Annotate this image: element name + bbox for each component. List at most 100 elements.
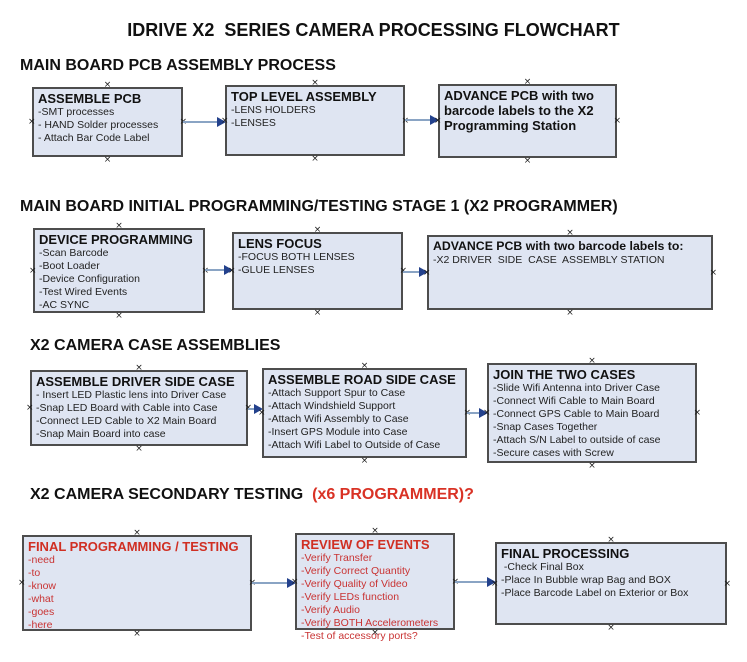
connector-anchor-icon: × [103, 80, 112, 90]
connector-anchor-icon: × [607, 623, 615, 633]
box-items: -need -to -know -what -goes -here [28, 554, 246, 632]
flow-box-advance-pcb-programming-station[interactable]: ADVANCE PCB with two barcode labels to t… [434, 78, 621, 166]
box-line: -need [28, 554, 55, 566]
flow-box-assemble-pcb[interactable]: ASSEMBLE PCB -SMT processes - HAND Solder… [28, 81, 187, 165]
box-line: -here [28, 619, 53, 631]
section-heading-text: MAIN BOARD INITIAL PROGRAMMING/TESTING S… [20, 198, 618, 215]
connector-anchor-icon: × [26, 403, 34, 413]
section-heading-initial-programming: MAIN BOARD INITIAL PROGRAMMING/TESTING S… [20, 198, 618, 216]
box-line: -Verify Quality of Video [301, 578, 408, 590]
connector-anchor-icon: × [693, 408, 701, 418]
box-title: DEVICE PROGRAMMING [39, 232, 193, 247]
box-title: TOP LEVEL ASSEMBLY [231, 89, 377, 104]
box-items: - Insert LED Plastic lens into Driver Ca… [36, 389, 242, 441]
box-title: FINAL PROCESSING [501, 546, 630, 561]
box-line: -what [28, 593, 54, 605]
box-line: -Attach Wifi Assembly to Case [268, 413, 409, 425]
connector-anchor-icon: × [709, 267, 717, 278]
box-line: -AC SYNC [39, 299, 90, 311]
box-line: -Attach Windshield Support [268, 400, 396, 412]
connector-anchor-icon: × [371, 526, 379, 536]
section-heading-pcb-assembly: MAIN BOARD PCB ASSEMBLY PROCESS [20, 57, 336, 75]
flow-box-assemble-road-side-case[interactable]: ASSEMBLE ROAD SIDE CASE -Attach Support … [258, 362, 471, 466]
section-heading-text: X2 CAMERA SECONDARY TESTING [30, 486, 304, 503]
connector-anchor-icon: × [28, 117, 36, 127]
box-items: -Verify Transfer -Verify Correct Quantity… [301, 552, 449, 643]
flow-box-final-processing[interactable]: FINAL PROCESSING -Check Final Box -Place … [491, 536, 731, 633]
flow-box-assemble-driver-side-case[interactable]: ASSEMBLE DRIVER SIDE CASE - Insert LED P… [26, 364, 252, 454]
box-line: -Attach Wifi Label to Outside of Case [268, 439, 441, 451]
box-line: -Secure cases with Screw [493, 447, 614, 459]
box-line: -Insert GPS Module into Case [268, 426, 408, 438]
box-line: -SMT processes [38, 106, 115, 118]
box-items: -FOCUS BOTH LENSES -GLUE LENSES [238, 251, 397, 277]
connector-anchor-icon: × [103, 155, 112, 165]
box-line: -GLUE LENSES [238, 264, 315, 276]
box-line: -X2 DRIVER SIDE CASE ASSEMBLY STATION [433, 254, 665, 266]
box-line: -Connect LED Cable to X2 Main Board [36, 415, 217, 427]
box-line: -LENSES [231, 117, 276, 129]
box-line: -Snap Cases Together [493, 421, 598, 433]
connector-anchor-icon: × [566, 308, 574, 318]
flow-box-review-of-events[interactable]: REVIEW OF EVENTS -Verify Transfer -Verify… [291, 527, 459, 643]
box-title: ASSEMBLE ROAD SIDE CASE [268, 372, 456, 387]
connector-anchor-icon: × [360, 361, 369, 371]
flow-box-device-programming[interactable]: DEVICE PROGRAMMING -Scan Barcode -Boot Lo… [29, 222, 209, 321]
connector-anchor-icon: × [115, 221, 123, 231]
box-title: REVIEW OF EVENTS [301, 537, 430, 552]
connector-anchor-icon: × [523, 77, 532, 87]
flow-box-top-level-assembly[interactable]: TOP LEVEL ASSEMBLY -LENS HOLDERS -LENSES … [221, 79, 409, 164]
box-items: -Slide Wifi Antenna into Driver Case -Con… [493, 382, 691, 460]
flow-box-join-the-two-cases[interactable]: JOIN THE TWO CASES -Slide Wifi Antenna i… [483, 357, 701, 471]
box-line: -goes [28, 606, 55, 618]
box-line: -LENS HOLDERS [231, 104, 316, 116]
connector-anchor-icon: × [311, 78, 319, 88]
connector-anchor-icon: × [313, 308, 322, 318]
box-line: -Test Wired Events [39, 286, 128, 298]
flowchart-title: IDRIVE X2 SERIES CAMERA PROCESSING FLOWC… [127, 20, 620, 40]
box-line: -Place Barcode Label on Exterior or Box [501, 587, 689, 599]
box-line: -to [28, 567, 41, 579]
box-line: -Snap LED Board with Cable into Case [36, 402, 218, 414]
box-line: -Verify LEDs function [301, 591, 400, 603]
box-line: -Verify Correct Quantity [301, 565, 411, 577]
section-heading-red-text: (x6 PROGRAMMER)? [303, 486, 474, 503]
flow-box-lens-focus[interactable]: LENS FOCUS -FOCUS BOTH LENSES -GLUE LENSE… [228, 226, 407, 318]
box-line: -Boot Loader [39, 260, 100, 272]
box-title: LENS FOCUS [238, 236, 322, 251]
box-line: -Place In Bubble wrap Bag and BOX [501, 574, 671, 586]
section-heading-secondary-testing: X2 CAMERA SECONDARY TESTING (x6 PROGRAMM… [30, 486, 474, 504]
connector-anchor-icon: × [311, 154, 319, 164]
box-line: -Connect GPS Cable to Main Board [493, 408, 660, 420]
box-title: ASSEMBLE DRIVER SIDE CASE [36, 374, 235, 389]
box-line: -Attach S/N Label to outside of case [493, 434, 661, 446]
connector-anchor-icon: × [360, 456, 369, 466]
box-line: - Attach Bar Code Label [38, 132, 150, 144]
box-line: -Verify Audio [301, 604, 360, 616]
section-heading-case-assemblies: X2 CAMERA CASE ASSEMBLIES [30, 337, 280, 355]
box-line: -know [28, 580, 57, 592]
box-line: -Verify BOTH Accelerometers [301, 617, 439, 629]
box-title: JOIN THE TWO CASES [493, 367, 636, 382]
section-heading-text: X2 CAMERA CASE ASSEMBLIES [30, 337, 281, 354]
box-title: ASSEMBLE PCB [38, 91, 142, 106]
box-items: -SMT processes - HAND Solder processes - A… [38, 106, 177, 145]
box-items: -X2 DRIVER SIDE CASE ASSEMBLY STATION [433, 254, 707, 267]
section-heading-text: MAIN BOARD PCB ASSEMBLY PROCESS [20, 57, 336, 74]
flow-box-advance-pcb-driver-side-station[interactable]: ADVANCE PCB with two barcode labels to: … [423, 229, 717, 318]
box-line: -Slide Wifi Antenna into Driver Case [493, 382, 660, 394]
box-items: -Scan Barcode -Boot Loader -Device Configu… [39, 247, 199, 312]
flow-box-final-programming-testing[interactable]: FINAL PROGRAMMING / TESTING -need -to -kno… [18, 529, 256, 639]
box-items: -Check Final Box -Place In Bubble wrap Ba… [501, 561, 721, 600]
connector-anchor-icon: × [588, 461, 596, 471]
connector-anchor-icon: × [115, 311, 123, 321]
box-line: -Scan Barcode [39, 247, 109, 259]
box-line: -Attach Support Spur to Case [268, 387, 406, 399]
connector-anchor-icon: × [723, 578, 731, 589]
connector-anchor-icon: × [588, 356, 596, 366]
connector-anchor-icon: × [29, 265, 37, 276]
connector-anchor-icon: × [135, 444, 143, 454]
box-line: -Check Final Box [501, 561, 584, 573]
box-title: ADVANCE PCB with two barcode labels to: [433, 239, 684, 253]
